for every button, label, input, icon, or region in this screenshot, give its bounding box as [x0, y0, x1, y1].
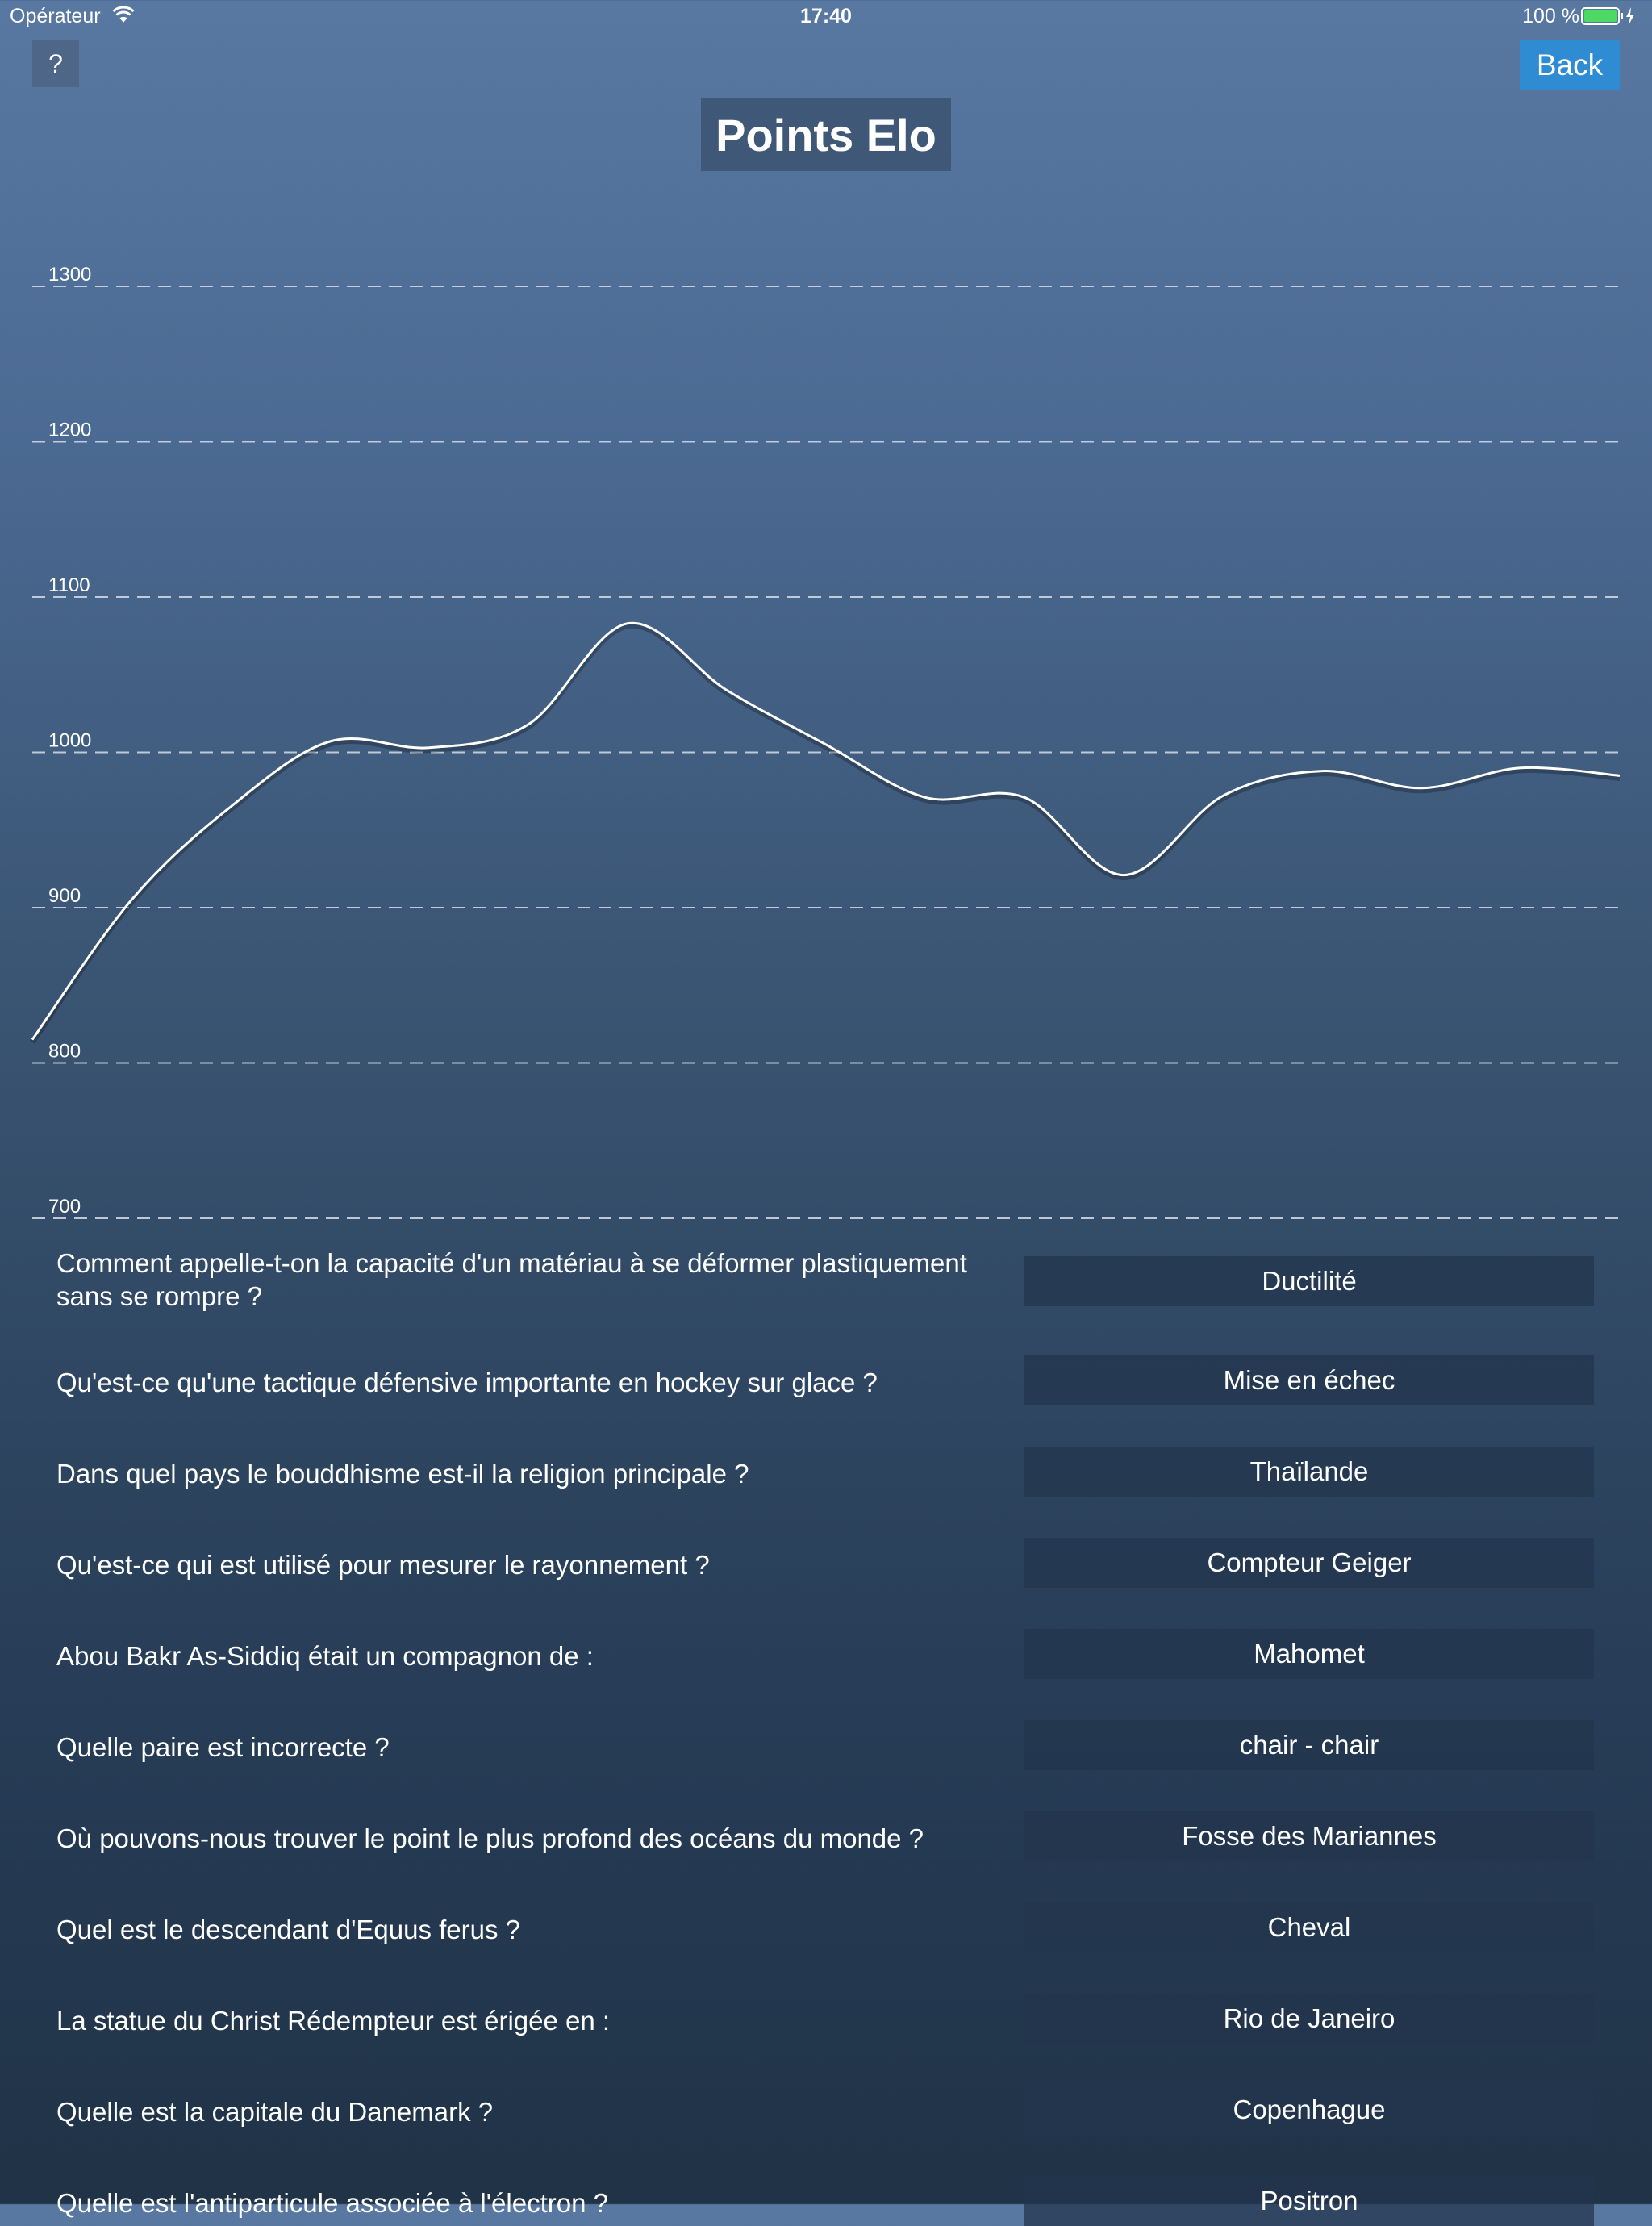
y-tick-label: 1300 — [48, 264, 91, 286]
quiz-answer: Rio de Janeiro — [1024, 1994, 1594, 2044]
quiz-answer: chair - chair — [1024, 1720, 1594, 1770]
quiz-answer: Thaïlande — [1024, 1447, 1594, 1497]
quiz-answer: Ductilité — [1024, 1256, 1594, 1306]
quiz-answer: Copenhague — [1024, 2085, 1594, 2135]
help-button-label: ? — [48, 48, 63, 78]
quiz-question: Comment appelle-t-on la capacité d'un ma… — [56, 1248, 967, 1311]
quiz-question: Quel est le descendant d'Equus ferus ? — [56, 1915, 521, 1944]
quiz-question: Quelle est l'antiparticule associée à l'… — [56, 2188, 608, 2218]
y-tick-label: 1200 — [48, 420, 91, 441]
quiz-question: Quelle est la capitale du Danemark ? — [56, 2097, 494, 2127]
elo-series-line — [31, 621, 1621, 1041]
quiz-question: Quelle paire est incorrecte ? — [56, 1732, 390, 1762]
y-tick-label: 700 — [48, 1196, 81, 1217]
wifi-icon — [112, 6, 135, 23]
quiz-question: Abou Bakr As-Siddiq était un compagnon d… — [56, 1641, 594, 1671]
quiz-answer: Compteur Geiger — [1024, 1538, 1594, 1588]
quiz-answer: Mise en échec — [1024, 1355, 1594, 1405]
page-title-text: Points Elo — [715, 109, 937, 161]
battery-icon — [1581, 7, 1634, 25]
y-tick-label: 1100 — [48, 574, 90, 596]
back-button-label: Back — [1536, 48, 1604, 81]
elo-chart: 1300 1200 1100 1000 900 800 700 — [30, 264, 1621, 1219]
y-tick-label: 1000 — [48, 730, 91, 752]
battery-percent: 100 % — [1522, 5, 1579, 27]
quiz-question: La statue du Christ Rédempteur est érigé… — [56, 2006, 611, 2036]
back-button[interactable]: Back — [1520, 40, 1620, 90]
quiz-answer: Mahomet — [1024, 1629, 1594, 1679]
quiz-answer: Positron — [1024, 2176, 1594, 2226]
quiz-answer: Fosse des Mariannes — [1024, 1811, 1594, 1861]
elo-line-shadow — [30, 622, 1621, 1044]
y-tick-label: 800 — [48, 1041, 81, 1063]
status-bar: Opérateur 17:40 100 % — [0, 0, 1652, 32]
quiz-answer: Cheval — [1024, 1902, 1594, 1952]
quiz-question: Où pouvons-nous trouver le point le plus… — [56, 1823, 924, 1853]
clock-time: 17:40 — [800, 5, 852, 27]
quiz-question: Dans quel pays le bouddhisme est-il la r… — [56, 1459, 749, 1489]
charging-bolt-icon — [1626, 7, 1634, 25]
quiz-question: Qu'est-ce qu'une tactique défensive impo… — [56, 1368, 878, 1397]
y-tick-label: 900 — [48, 885, 81, 907]
help-button[interactable]: ? — [32, 40, 79, 87]
page-title: Points Elo — [701, 98, 951, 171]
carrier-label: Opérateur — [10, 5, 101, 27]
quiz-question: Qu'est-ce qui est utilisé pour mesurer l… — [56, 1550, 710, 1580]
